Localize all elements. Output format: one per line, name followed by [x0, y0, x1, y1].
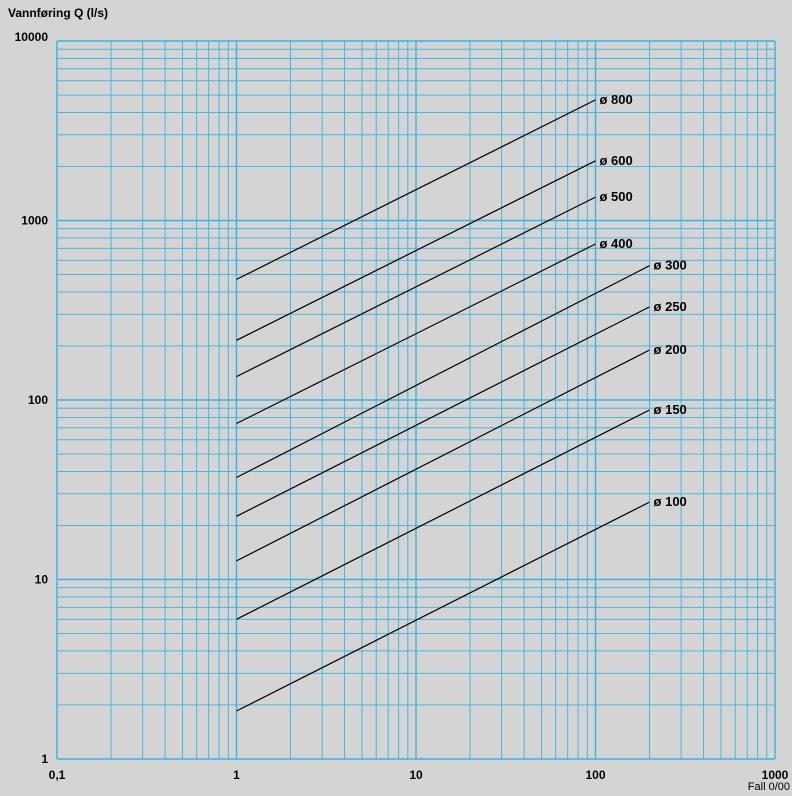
series-labels: ø 800 ø 600 ø 500 ø 400 ø 300 ø 250 ø 200 ø 150…	[600, 92, 687, 509]
series-lines	[236, 99, 650, 712]
x-tick-label: 1000	[762, 768, 789, 782]
x-tick-labels: 0,1 1 10 100 1000	[49, 768, 789, 782]
y-tick-label: 1000	[21, 214, 48, 228]
y-axis-label: Vannføring Q (l/s)	[8, 6, 108, 20]
series-label: ø 100	[654, 494, 687, 509]
series-label: ø 250	[654, 299, 687, 314]
series-line	[236, 349, 650, 562]
series-line	[236, 196, 596, 378]
series-label: ø 300	[654, 258, 687, 273]
y-tick-label: 1	[41, 752, 48, 766]
x-tick-label: 0,1	[49, 768, 66, 782]
x-axis-label: Fall 0/00	[748, 781, 790, 793]
series-line	[236, 243, 596, 425]
series-line	[236, 306, 650, 517]
x-tick-label: 10	[409, 768, 423, 782]
series-label: ø 400	[600, 236, 633, 251]
y-tick-label: 10000	[15, 30, 49, 44]
y-tick-labels: 1 10 100 1000 10000	[15, 30, 49, 766]
series-line	[236, 160, 596, 341]
series-line	[236, 265, 650, 479]
series-line	[236, 99, 596, 280]
y-tick-label: 10	[35, 573, 49, 587]
series-label: ø 500	[600, 189, 633, 204]
grid	[56, 40, 776, 760]
series-label: ø 200	[654, 342, 687, 357]
series-line	[236, 409, 650, 620]
series-label: ø 600	[600, 153, 633, 168]
series-label: ø 150	[654, 402, 687, 417]
series-label: ø 800	[600, 92, 633, 107]
series-line	[236, 501, 650, 712]
x-tick-label: 1	[233, 768, 240, 782]
x-tick-label: 100	[585, 768, 605, 782]
y-tick-label: 100	[28, 393, 48, 407]
